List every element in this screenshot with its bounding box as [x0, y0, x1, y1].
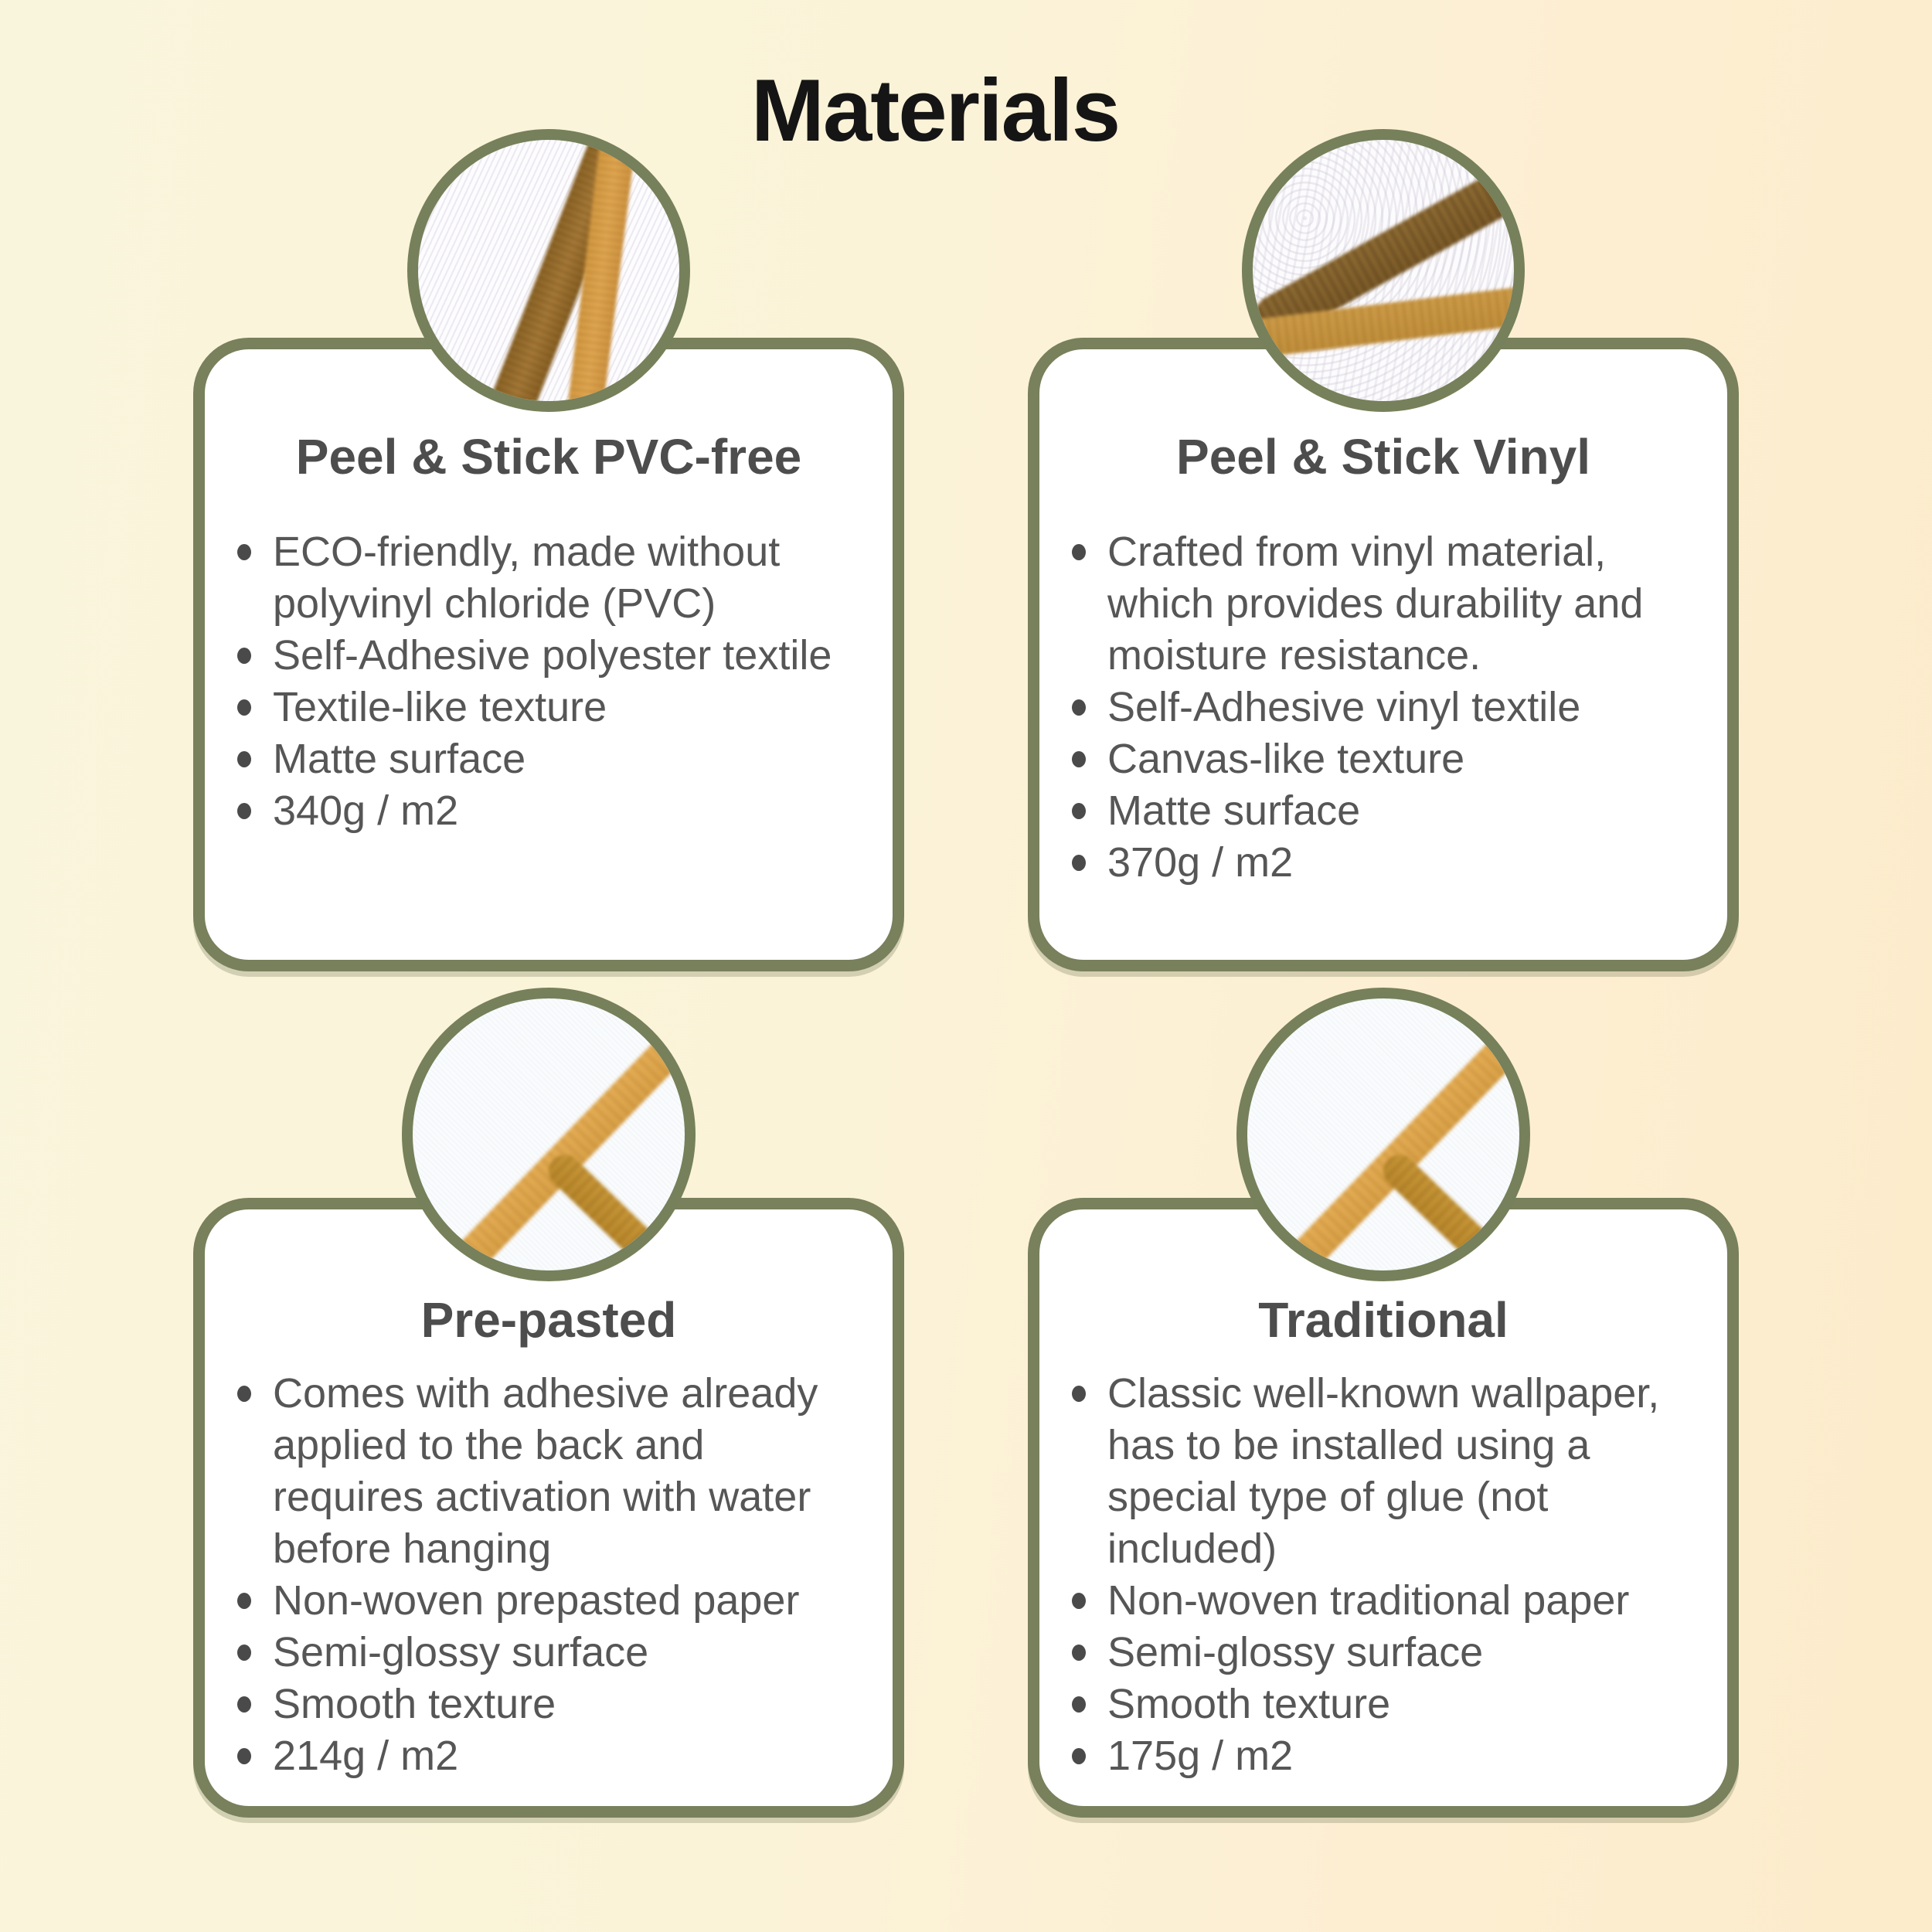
swatch-image-peel-stick-vinyl	[1242, 129, 1525, 412]
bullet-item: 175g / m2	[1072, 1730, 1687, 1782]
bullet-list-peel-stick-pvc-free: ECO-friendly, made without polyvinyl chl…	[237, 526, 852, 837]
bullet-item: Canvas-like texture	[1072, 733, 1687, 785]
card-traditional: Traditional Classic well-known wallpaper…	[1028, 1198, 1739, 1818]
bullet-item: Semi-glossy surface	[237, 1627, 852, 1679]
bullet-item: Crafted from vinyl material, which provi…	[1072, 526, 1687, 682]
bullet-item: 214g / m2	[237, 1730, 852, 1782]
swatch-image-peel-stick-pvc-free	[407, 129, 690, 412]
bullet-list-traditional: Classic well-known wallpaper, has to be …	[1072, 1368, 1687, 1782]
bullet-item: Matte surface	[1072, 785, 1687, 837]
bullet-item: 340g / m2	[237, 785, 852, 837]
bullet-item: Self-Adhesive polyester textile	[237, 630, 852, 682]
page-title: Materials	[750, 62, 1121, 160]
card-peel-stick-vinyl: Peel & Stick Vinyl Crafted from vinyl ma…	[1028, 338, 1739, 971]
texture-stripe-gold-branch	[542, 1148, 685, 1270]
bullet-item: Non-woven prepasted paper	[237, 1575, 852, 1627]
swatch-image-pre-pasted	[402, 988, 696, 1281]
swatch-image-traditional	[1236, 988, 1530, 1281]
card-peel-stick-pvc-free: Peel & Stick PVC-free ECO-friendly, made…	[193, 338, 904, 971]
card-title-peel-stick-pvc-free: Peel & Stick PVC-free	[295, 429, 802, 485]
bullet-item: Smooth texture	[1072, 1679, 1687, 1730]
bullet-item: Matte surface	[237, 733, 852, 785]
texture-stripe-gold-branch	[1376, 1148, 1519, 1270]
bullet-item: Textile-like texture	[237, 682, 852, 733]
bullet-item: Classic well-known wallpaper, has to be …	[1072, 1368, 1687, 1575]
bullet-item: 370g / m2	[1072, 837, 1687, 889]
bullet-item: Smooth texture	[237, 1679, 852, 1730]
bullet-item: ECO-friendly, made without polyvinyl chl…	[237, 526, 852, 630]
card-title-traditional: Traditional	[1258, 1292, 1509, 1348]
bullet-list-pre-pasted: Comes with adhesive already applied to t…	[237, 1368, 852, 1782]
bullet-item: Comes with adhesive already applied to t…	[237, 1368, 852, 1575]
bullet-item: Self-Adhesive vinyl textile	[1072, 682, 1687, 733]
card-title-peel-stick-vinyl: Peel & Stick Vinyl	[1176, 429, 1590, 485]
card-title-pre-pasted: Pre-pasted	[420, 1292, 677, 1348]
bullet-list-peel-stick-vinyl: Crafted from vinyl material, which provi…	[1072, 526, 1687, 889]
bullet-item: Non-woven traditional paper	[1072, 1575, 1687, 1627]
card-pre-pasted: Pre-pasted Comes with adhesive already a…	[193, 1198, 904, 1818]
bullet-item: Semi-glossy surface	[1072, 1627, 1687, 1679]
